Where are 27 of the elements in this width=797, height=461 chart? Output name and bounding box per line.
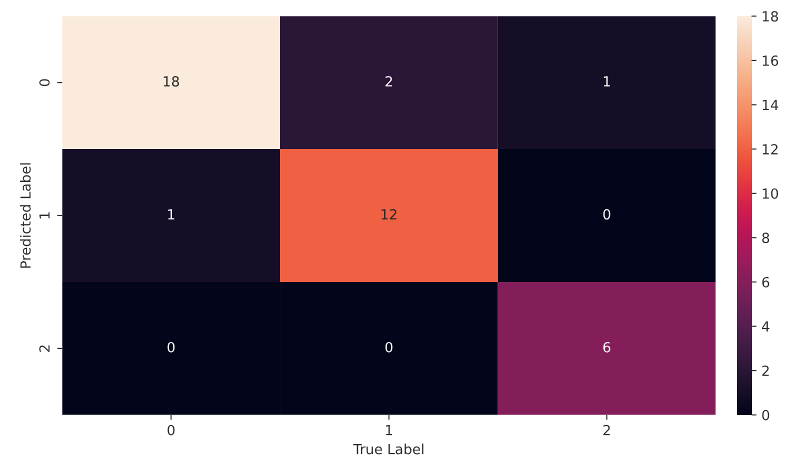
color-bar-label: 14	[762, 100, 778, 110]
data-label: 2	[386, 76, 392, 86]
data-label: 18	[164, 76, 179, 87]
x-axis-title: True Label	[353, 444, 424, 454]
y-axis-title: Predicted Label	[20, 163, 31, 268]
y-tick-label: 2	[39, 345, 50, 352]
color-bar-label: 4	[762, 321, 770, 332]
color-bar-label: 0	[762, 410, 770, 420]
x-tick-label: 2	[603, 424, 610, 436]
y-tick-label: 0	[39, 79, 50, 86]
data-label: 1	[168, 209, 174, 220]
data-label: 1	[604, 76, 610, 86]
data-label: 6	[603, 342, 610, 352]
x-tick-label: 0	[168, 424, 175, 436]
data-label: 0	[385, 342, 392, 352]
x-tick-label: 1	[386, 425, 392, 436]
color-bar-label: 10	[762, 188, 778, 199]
color-bar-label: 8	[762, 232, 770, 244]
data-label: 12	[382, 209, 396, 220]
data-label: 0	[603, 209, 610, 220]
color-bar-label: 6	[762, 276, 770, 288]
color-bar-label: 12	[762, 144, 778, 154]
y-tick-label: 1	[39, 212, 50, 218]
color-bar-label: 18	[762, 11, 778, 22]
data-label: 0	[168, 342, 175, 352]
color-bar-label: 16	[762, 55, 778, 66]
color-bar-label: 2	[762, 366, 769, 376]
